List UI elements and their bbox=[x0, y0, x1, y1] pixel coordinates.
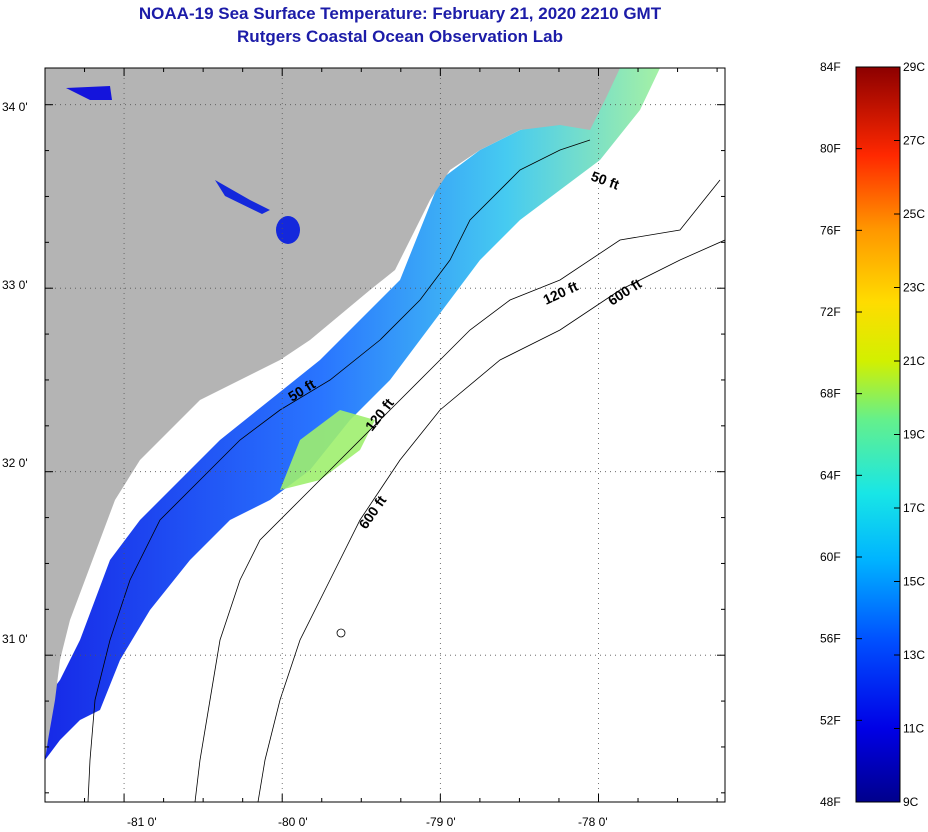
colorbar-f-label: 68F bbox=[820, 387, 841, 401]
lat-label-34: 34 0' bbox=[2, 100, 28, 114]
colorbar: 84F 80F 76F 72F 68F 64F 60F 56F 52F 48F 29C 27C 25C… bbox=[820, 60, 925, 809]
map-area: 50 ft 50 ft 120 ft 120 ft 600 ft 600 ft bbox=[45, 68, 725, 802]
lon-label-81: -81 0' bbox=[127, 815, 157, 829]
colorbar-gradient bbox=[855, 66, 901, 803]
colorbar-f-label: 48F bbox=[820, 795, 841, 809]
contour-600ft-line bbox=[257, 239, 725, 802]
lat-label-33: 33 0' bbox=[2, 278, 28, 292]
lat-label-31: 31 0' bbox=[2, 632, 28, 646]
map-subtitle: Rutgers Coastal Ocean Observation Lab bbox=[237, 27, 563, 46]
colorbar-c-label: 17C bbox=[903, 501, 925, 515]
colorbar-f-label: 56F bbox=[820, 632, 841, 646]
colorbar-c-label: 29C bbox=[903, 60, 925, 74]
colorbar-c-label: 11C bbox=[903, 722, 924, 736]
contour-120ft-line bbox=[194, 179, 721, 802]
colorbar-f-label: 52F bbox=[820, 713, 841, 727]
colorbar-f-label: 84F bbox=[820, 60, 841, 74]
colorbar-f-label: 60F bbox=[820, 550, 841, 564]
seamount-contour bbox=[336, 628, 346, 638]
colorbar-c-label: 27C bbox=[903, 134, 925, 148]
colorbar-c-label: 19C bbox=[903, 428, 925, 442]
lon-label-79: -79 0' bbox=[426, 815, 456, 829]
inland-water bbox=[66, 86, 112, 100]
lon-label-78: -78 0' bbox=[578, 815, 608, 829]
colorbar-c-label: 23C bbox=[903, 281, 925, 295]
lake-marion bbox=[276, 216, 300, 244]
land-mass bbox=[45, 68, 620, 760]
inland-water-2 bbox=[215, 180, 270, 214]
colorbar-f-label: 80F bbox=[820, 142, 841, 156]
colorbar-f-label: 64F bbox=[820, 468, 841, 482]
contour-50ft-line bbox=[87, 139, 591, 802]
colorbar-f-label: 76F bbox=[820, 223, 841, 237]
lon-label-80: -80 0' bbox=[278, 815, 308, 829]
sst-warm-patch bbox=[280, 410, 375, 490]
colorbar-f-label: 72F bbox=[820, 305, 841, 319]
map-title: NOAA-19 Sea Surface Temperature: Februar… bbox=[138, 4, 662, 23]
colorbar-c-label: 9C bbox=[903, 795, 919, 809]
lat-label-32: 32 0' bbox=[2, 456, 28, 470]
colorbar-c-label: 13C bbox=[903, 648, 925, 662]
colorbar-c-label: 21C bbox=[903, 354, 925, 368]
map-frame bbox=[44, 67, 726, 803]
colorbar-c-label: 15C bbox=[903, 575, 925, 589]
colorbar-c-label: 25C bbox=[903, 207, 925, 221]
